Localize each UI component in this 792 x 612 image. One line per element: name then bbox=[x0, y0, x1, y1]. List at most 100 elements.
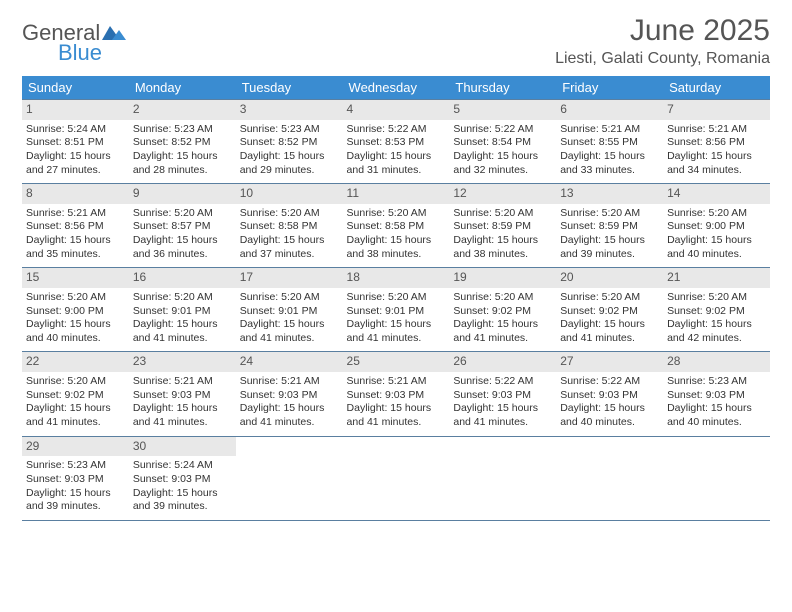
daylight-line: Daylight: 15 hours bbox=[26, 150, 125, 164]
day-number: 3 bbox=[236, 100, 343, 120]
daylight-line: Daylight: 15 hours bbox=[560, 234, 659, 248]
daylight-line: and 40 minutes. bbox=[26, 332, 125, 346]
sunset-line: Sunset: 8:52 PM bbox=[240, 136, 339, 150]
daylight-line: Daylight: 15 hours bbox=[453, 318, 552, 332]
sunrise-line: Sunrise: 5:20 AM bbox=[453, 207, 552, 221]
daylight-line: and 32 minutes. bbox=[453, 164, 552, 178]
dow-wednesday: Wednesday bbox=[343, 76, 450, 100]
week-row: 8Sunrise: 5:21 AMSunset: 8:56 PMDaylight… bbox=[22, 184, 770, 268]
sunset-line: Sunset: 9:03 PM bbox=[133, 473, 232, 487]
daylight-line: Daylight: 15 hours bbox=[347, 234, 446, 248]
daylight-line: and 39 minutes. bbox=[26, 500, 125, 514]
sunset-line: Sunset: 9:00 PM bbox=[26, 305, 125, 319]
daylight-line: and 36 minutes. bbox=[133, 248, 232, 262]
sunset-line: Sunset: 8:59 PM bbox=[453, 220, 552, 234]
day-number: 7 bbox=[663, 100, 770, 120]
daylight-line: Daylight: 15 hours bbox=[667, 402, 766, 416]
dow-sunday: Sunday bbox=[22, 76, 129, 100]
daylight-line: Daylight: 15 hours bbox=[240, 402, 339, 416]
day-number: 1 bbox=[22, 100, 129, 120]
logo: General Blue bbox=[22, 14, 126, 66]
day-cell: 26Sunrise: 5:22 AMSunset: 9:03 PMDayligh… bbox=[449, 352, 556, 436]
daylight-line: Daylight: 15 hours bbox=[453, 234, 552, 248]
daylight-line: Daylight: 15 hours bbox=[667, 150, 766, 164]
day-number: 14 bbox=[663, 184, 770, 204]
daylight-line: and 27 minutes. bbox=[26, 164, 125, 178]
daylight-line: and 29 minutes. bbox=[240, 164, 339, 178]
page: General Blue June 2025 Liesti, Galati Co… bbox=[0, 0, 792, 539]
daylight-line: Daylight: 15 hours bbox=[347, 318, 446, 332]
sunrise-line: Sunrise: 5:20 AM bbox=[347, 291, 446, 305]
daylight-line: Daylight: 15 hours bbox=[667, 318, 766, 332]
daylight-line: and 40 minutes. bbox=[667, 416, 766, 430]
day-number: 15 bbox=[22, 268, 129, 288]
day-cell: 28Sunrise: 5:23 AMSunset: 9:03 PMDayligh… bbox=[663, 352, 770, 436]
sunrise-line: Sunrise: 5:22 AM bbox=[453, 123, 552, 137]
sunset-line: Sunset: 8:57 PM bbox=[133, 220, 232, 234]
daylight-line: Daylight: 15 hours bbox=[26, 402, 125, 416]
sunset-line: Sunset: 8:58 PM bbox=[347, 220, 446, 234]
sunrise-line: Sunrise: 5:20 AM bbox=[26, 291, 125, 305]
day-number: 2 bbox=[129, 100, 236, 120]
day-number: 30 bbox=[129, 437, 236, 457]
day-cell bbox=[663, 436, 770, 520]
daylight-line: Daylight: 15 hours bbox=[453, 402, 552, 416]
day-cell: 21Sunrise: 5:20 AMSunset: 9:02 PMDayligh… bbox=[663, 268, 770, 352]
week-row: 15Sunrise: 5:20 AMSunset: 9:00 PMDayligh… bbox=[22, 268, 770, 352]
day-cell: 3Sunrise: 5:23 AMSunset: 8:52 PMDaylight… bbox=[236, 100, 343, 184]
sunrise-line: Sunrise: 5:20 AM bbox=[240, 207, 339, 221]
day-cell: 22Sunrise: 5:20 AMSunset: 9:02 PMDayligh… bbox=[22, 352, 129, 436]
daylight-line: Daylight: 15 hours bbox=[26, 234, 125, 248]
daylight-line: Daylight: 15 hours bbox=[560, 318, 659, 332]
sunset-line: Sunset: 9:03 PM bbox=[26, 473, 125, 487]
day-cell: 15Sunrise: 5:20 AMSunset: 9:00 PMDayligh… bbox=[22, 268, 129, 352]
daylight-line: Daylight: 15 hours bbox=[240, 150, 339, 164]
day-cell: 30Sunrise: 5:24 AMSunset: 9:03 PMDayligh… bbox=[129, 436, 236, 520]
sunset-line: Sunset: 9:03 PM bbox=[560, 389, 659, 403]
logo-text-block: General Blue bbox=[22, 20, 126, 66]
daylight-line: and 39 minutes. bbox=[560, 248, 659, 262]
sunset-line: Sunset: 9:03 PM bbox=[347, 389, 446, 403]
sunset-line: Sunset: 9:01 PM bbox=[347, 305, 446, 319]
daylight-line: and 41 minutes. bbox=[453, 416, 552, 430]
day-number: 20 bbox=[556, 268, 663, 288]
daylight-line: and 41 minutes. bbox=[560, 332, 659, 346]
daylight-line: Daylight: 15 hours bbox=[560, 150, 659, 164]
daylight-line: and 41 minutes. bbox=[240, 332, 339, 346]
sunrise-line: Sunrise: 5:22 AM bbox=[560, 375, 659, 389]
daylight-line: Daylight: 15 hours bbox=[347, 150, 446, 164]
logo-blue: Blue bbox=[58, 40, 126, 66]
daylight-line: and 42 minutes. bbox=[667, 332, 766, 346]
day-number: 5 bbox=[449, 100, 556, 120]
day-cell: 6Sunrise: 5:21 AMSunset: 8:55 PMDaylight… bbox=[556, 100, 663, 184]
calendar-body: 1Sunrise: 5:24 AMSunset: 8:51 PMDaylight… bbox=[22, 100, 770, 521]
dow-friday: Friday bbox=[556, 76, 663, 100]
sunset-line: Sunset: 9:03 PM bbox=[240, 389, 339, 403]
sunset-line: Sunset: 9:01 PM bbox=[240, 305, 339, 319]
logo-flag-icon bbox=[102, 24, 126, 42]
daylight-line: and 41 minutes. bbox=[347, 416, 446, 430]
day-number: 12 bbox=[449, 184, 556, 204]
day-cell bbox=[449, 436, 556, 520]
day-number: 21 bbox=[663, 268, 770, 288]
day-cell: 17Sunrise: 5:20 AMSunset: 9:01 PMDayligh… bbox=[236, 268, 343, 352]
sunset-line: Sunset: 8:55 PM bbox=[560, 136, 659, 150]
sunset-line: Sunset: 8:53 PM bbox=[347, 136, 446, 150]
day-cell: 4Sunrise: 5:22 AMSunset: 8:53 PMDaylight… bbox=[343, 100, 450, 184]
day-cell: 14Sunrise: 5:20 AMSunset: 9:00 PMDayligh… bbox=[663, 184, 770, 268]
sunset-line: Sunset: 8:56 PM bbox=[667, 136, 766, 150]
daylight-line: and 41 minutes. bbox=[453, 332, 552, 346]
daylight-line: and 39 minutes. bbox=[133, 500, 232, 514]
sunrise-line: Sunrise: 5:23 AM bbox=[133, 123, 232, 137]
day-cell: 8Sunrise: 5:21 AMSunset: 8:56 PMDaylight… bbox=[22, 184, 129, 268]
daylight-line: and 38 minutes. bbox=[347, 248, 446, 262]
day-number: 17 bbox=[236, 268, 343, 288]
sunrise-line: Sunrise: 5:20 AM bbox=[26, 375, 125, 389]
daylight-line: and 28 minutes. bbox=[133, 164, 232, 178]
daylight-line: and 31 minutes. bbox=[347, 164, 446, 178]
sunrise-line: Sunrise: 5:20 AM bbox=[560, 207, 659, 221]
day-cell: 7Sunrise: 5:21 AMSunset: 8:56 PMDaylight… bbox=[663, 100, 770, 184]
daylight-line: Daylight: 15 hours bbox=[133, 234, 232, 248]
daylight-line: Daylight: 15 hours bbox=[133, 150, 232, 164]
sunrise-line: Sunrise: 5:21 AM bbox=[240, 375, 339, 389]
